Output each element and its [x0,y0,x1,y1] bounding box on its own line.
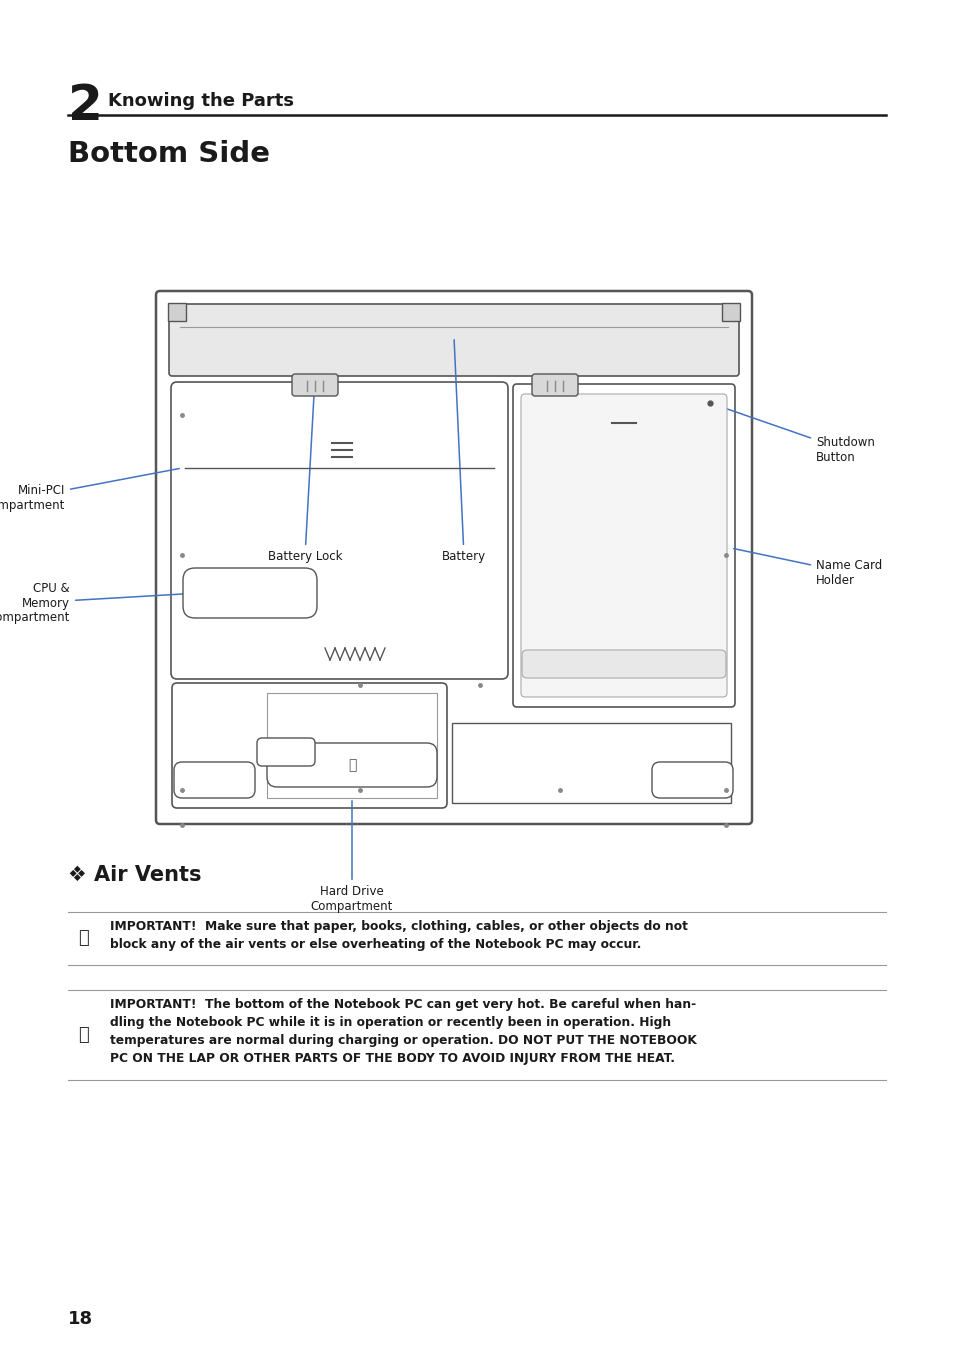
Text: Name Card
Holder: Name Card Holder [733,549,882,586]
FancyBboxPatch shape [183,567,316,617]
Text: dling the Notebook PC while it is in operation or recently been in operation. Hi: dling the Notebook PC while it is in ope… [110,1016,670,1029]
Text: CPU &
Memory
Compartment: CPU & Memory Compartment [0,581,214,624]
FancyBboxPatch shape [173,762,254,798]
Bar [452,723,730,802]
Text: 2: 2 [68,82,103,130]
Text: temperatures are normal during charging or operation. DO NOT PUT THE NOTEBOOK: temperatures are normal during charging … [110,1034,696,1047]
Bar [721,303,740,322]
FancyBboxPatch shape [172,684,447,808]
Text: Hard Drive
Compartment: Hard Drive Compartment [311,801,393,913]
Text: block any of the air vents or else overheating of the Notebook PC may occur.: block any of the air vents or else overh… [110,938,640,951]
FancyBboxPatch shape [513,384,734,707]
FancyBboxPatch shape [267,743,436,788]
Text: Battery Lock: Battery Lock [268,380,342,563]
Text: Knowing the Parts: Knowing the Parts [108,92,294,109]
Text: Shutdown
Button: Shutdown Button [712,404,874,463]
Text: ❖ Air Vents: ❖ Air Vents [68,865,201,885]
FancyBboxPatch shape [169,304,739,376]
FancyBboxPatch shape [651,762,732,798]
Text: 18: 18 [68,1310,93,1328]
FancyBboxPatch shape [171,382,507,680]
FancyBboxPatch shape [256,738,314,766]
FancyBboxPatch shape [156,290,751,824]
Text: Mini-PCI
Compartment: Mini-PCI Compartment [0,469,179,512]
Bar [168,303,186,322]
FancyBboxPatch shape [292,374,337,396]
Text: PC ON THE LAP OR OTHER PARTS OF THE BODY TO AVOID INJURY FROM THE HEAT.: PC ON THE LAP OR OTHER PARTS OF THE BODY… [110,1052,675,1065]
Text: IMPORTANT!  The bottom of the Notebook PC can get very hot. Be careful when han-: IMPORTANT! The bottom of the Notebook PC… [110,998,696,1011]
FancyBboxPatch shape [520,394,726,697]
Text: IMPORTANT!  Make sure that paper, books, clothing, cables, or other objects do n: IMPORTANT! Make sure that paper, books, … [110,920,687,934]
Text: 👋: 👋 [78,1025,90,1044]
Text: ⤷: ⤷ [348,758,355,771]
Text: 👋: 👋 [78,929,90,947]
Text: Bottom Side: Bottom Side [68,141,270,168]
FancyBboxPatch shape [521,650,725,678]
Text: Battery: Battery [441,339,485,563]
Bar [267,693,436,798]
FancyBboxPatch shape [532,374,578,396]
Text: Battery Lock: Battery Lock [527,380,601,563]
